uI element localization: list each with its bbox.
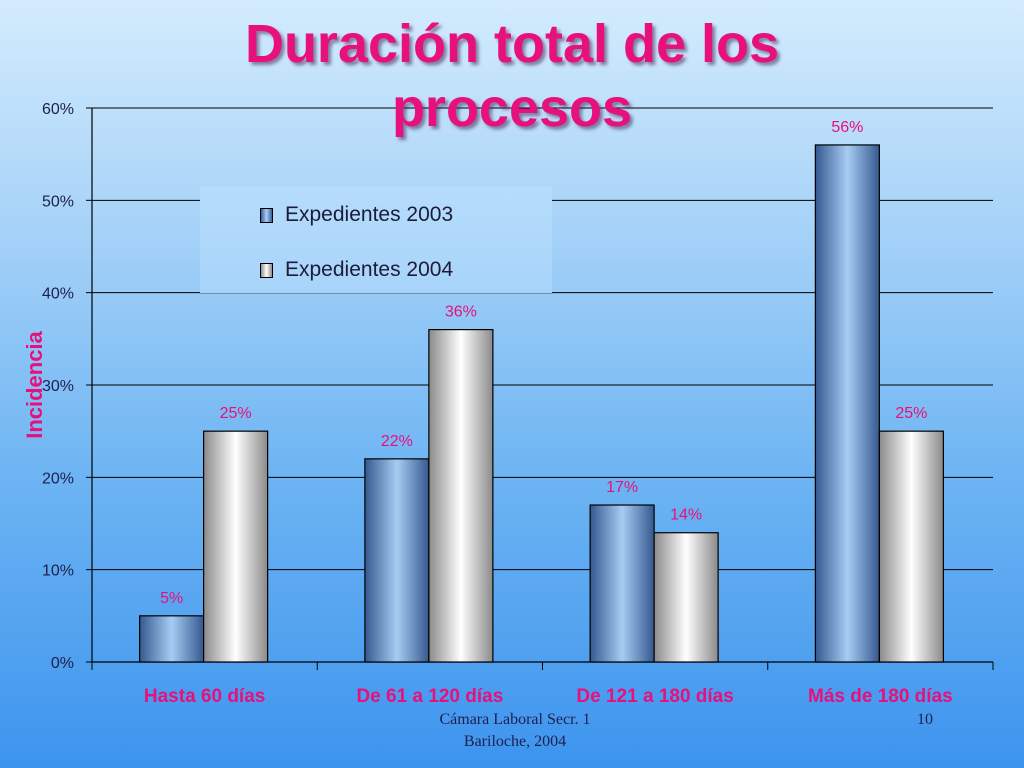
y-tick-label: 0% bbox=[51, 655, 74, 672]
bar-2003 bbox=[364, 458, 430, 663]
y-axis-title: Incidencia bbox=[22, 330, 47, 438]
chart-legend: Expedientes 2003 Expedientes 2004 bbox=[200, 186, 552, 294]
bar-2003 bbox=[139, 615, 205, 663]
y-tick-label: 50% bbox=[42, 193, 74, 210]
bar-2004 bbox=[203, 430, 269, 663]
bar-2004 bbox=[428, 329, 494, 663]
data-label-2003: 56% bbox=[831, 119, 863, 136]
legend-item-2004: Expedientes 2004 bbox=[260, 255, 453, 285]
legend-label-2004: Expedientes 2004 bbox=[285, 258, 454, 281]
y-tick-label: 30% bbox=[42, 378, 74, 395]
data-label-2004: 14% bbox=[670, 507, 702, 524]
data-label-2003: 17% bbox=[606, 479, 638, 496]
y-tick-label: 40% bbox=[42, 286, 74, 303]
y-tick-label: 20% bbox=[42, 470, 74, 487]
y-tick-label: 10% bbox=[42, 563, 74, 580]
legend-swatch-2004 bbox=[260, 262, 273, 278]
y-tick-label: 60% bbox=[42, 101, 74, 118]
x-category-label: De 61 a 120 días bbox=[356, 686, 503, 707]
data-label-2004: 25% bbox=[220, 405, 252, 422]
bar-2004 bbox=[653, 532, 719, 663]
page-number: 10 bbox=[917, 711, 933, 728]
bar-2003 bbox=[589, 504, 655, 663]
data-label-2003: 22% bbox=[381, 433, 413, 450]
slide-footer: Cámara Laboral Secr. 1 Bariloche, 2004 bbox=[390, 709, 640, 753]
x-category-label: De 121 a 180 días bbox=[576, 686, 733, 707]
bar-2004 bbox=[878, 430, 944, 663]
data-label-2004: 36% bbox=[445, 304, 477, 321]
data-label-2003: 5% bbox=[160, 590, 183, 607]
legend-swatch-2003 bbox=[260, 207, 273, 223]
x-category-label: Más de 180 días bbox=[808, 686, 953, 707]
footer-line-1: Cámara Laboral Secr. 1 bbox=[439, 711, 591, 728]
x-category-label: Hasta 60 días bbox=[144, 686, 265, 707]
data-label-2004: 25% bbox=[895, 405, 927, 422]
footer-line-2: Bariloche, 2004 bbox=[463, 733, 567, 750]
legend-label-2003: Expedientes 2003 bbox=[285, 203, 454, 226]
bar-2003 bbox=[814, 144, 880, 663]
legend-item-2003: Expedientes 2003 bbox=[260, 200, 453, 230]
